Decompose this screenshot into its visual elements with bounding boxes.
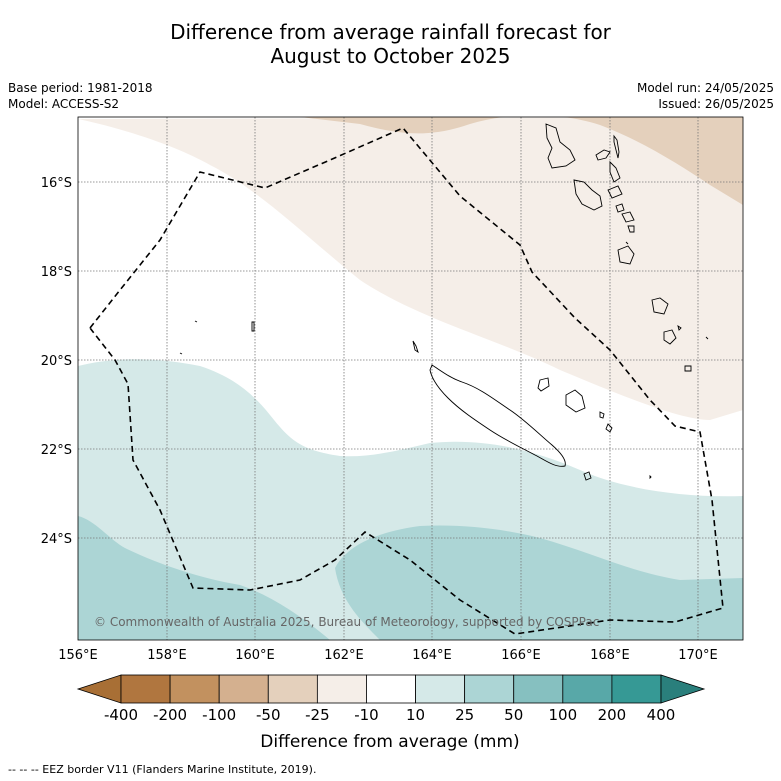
colorbar-swatch <box>562 674 613 704</box>
copyright-notice: © Commonwealth of Australia 2025, Bureau… <box>94 615 599 629</box>
lat-label: 20°S <box>41 354 72 369</box>
colorbar-tick-label: 50 <box>504 706 523 724</box>
colorbar-extend-high <box>660 674 706 704</box>
lat-label: 18°S <box>41 265 72 280</box>
base-period: Base period: 1981-2018 <box>8 81 153 95</box>
hunter-island <box>663 329 677 345</box>
lat-label: 16°S <box>41 176 72 191</box>
colorbar-swatch <box>218 674 269 704</box>
colorbar-swatch <box>464 674 515 704</box>
lon-label: 162°E <box>324 648 364 663</box>
lon-label: 158°E <box>147 648 187 663</box>
islet-b <box>684 365 692 372</box>
map-frame <box>77 116 744 641</box>
shepherds <box>615 203 625 213</box>
dry-anomaly-light-region <box>78 117 743 420</box>
espiritu-santo <box>545 123 576 169</box>
lon-label: 170°E <box>678 648 718 663</box>
maewo <box>613 134 620 159</box>
colorbar-tick-label: -50 <box>256 706 281 724</box>
lon-label: 160°E <box>235 648 275 663</box>
new-caledonia-grande-terre <box>429 364 566 467</box>
aneityum <box>677 324 682 331</box>
colorbar-tick-label: -10 <box>354 706 379 724</box>
matthew-island <box>651 297 669 315</box>
model-run: Model run: 24/05/2025 <box>636 81 774 95</box>
colorbar-tick-label: 10 <box>406 706 425 724</box>
tiga-islet <box>599 411 605 419</box>
lifou-island <box>565 389 586 413</box>
colorbar-swatch <box>415 674 466 704</box>
colorbar-tick-label: -400 <box>104 706 138 724</box>
colorbar-swatch <box>366 674 416 704</box>
mare-island <box>583 471 592 481</box>
malakula <box>573 179 603 211</box>
belep-islands <box>412 340 419 354</box>
epi <box>607 185 623 199</box>
colorbar-swatch <box>611 674 662 704</box>
colorbar-swatch <box>120 674 171 704</box>
colorbar-tick-label: 100 <box>548 706 577 724</box>
wet-anomaly-mid-region-west <box>78 516 330 640</box>
isle-of-pines <box>605 423 613 433</box>
ouvea-island <box>537 377 550 392</box>
chart-title-line2: August to October 2025 <box>270 44 511 68</box>
colorbar-tick-label: -100 <box>202 706 236 724</box>
lat-label: 22°S <box>41 443 72 458</box>
islet-a <box>705 336 709 340</box>
colorbar-title: Difference from average (mm) <box>260 732 519 752</box>
wet-anomaly-mid-region-east <box>335 525 743 640</box>
eez-border <box>88 127 724 635</box>
colorbar-swatch <box>169 674 220 704</box>
colorbar-swatch <box>267 674 318 704</box>
colorbar-tick-label: 400 <box>647 706 676 724</box>
colorbar: -400 -200 -100 -50 -25 -10 10 25 50 100 200 400 <box>76 674 706 724</box>
model-name: Model: ACCESS-S2 <box>8 97 120 111</box>
colorbar-swatch <box>316 674 367 704</box>
dry-anomaly-mid-region <box>300 117 743 205</box>
lon-label: 166°E <box>501 648 541 663</box>
lon-label: 168°E <box>590 648 630 663</box>
colorbar-tick-label: 200 <box>598 706 627 724</box>
colorbar-tick-label: 25 <box>455 706 474 724</box>
chesterfield-reef-b <box>194 320 198 323</box>
colorbar-tick-label: -200 <box>153 706 187 724</box>
walpole-islet <box>649 474 652 480</box>
aniwa <box>625 241 629 245</box>
map-area: © Commonwealth of Australia 2025, Bureau… <box>78 117 743 640</box>
issued-date: Issued: 26/05/2025 <box>658 97 774 111</box>
lon-label: 164°E <box>412 648 452 663</box>
vanua-lava <box>595 149 611 161</box>
chesterfield-reef-a <box>251 321 255 332</box>
colorbar-swatch <box>513 674 564 704</box>
map-gridlines <box>78 117 743 640</box>
ambrym-pentecost <box>609 160 621 183</box>
colorbar-extend-low <box>76 674 122 704</box>
lat-label: 24°S <box>41 532 72 547</box>
efate <box>621 211 635 223</box>
tanna <box>617 245 635 265</box>
colorbar-tick-label: -25 <box>305 706 330 724</box>
eez-legend-note: -- -- -- EEZ border V11 (Flanders Marine… <box>8 763 317 776</box>
lon-label: 156°E <box>58 648 98 663</box>
chart-title-line1: Difference from average rainfall forecas… <box>170 20 611 44</box>
chesterfield-reef-c <box>179 352 183 355</box>
erromango <box>627 225 635 233</box>
